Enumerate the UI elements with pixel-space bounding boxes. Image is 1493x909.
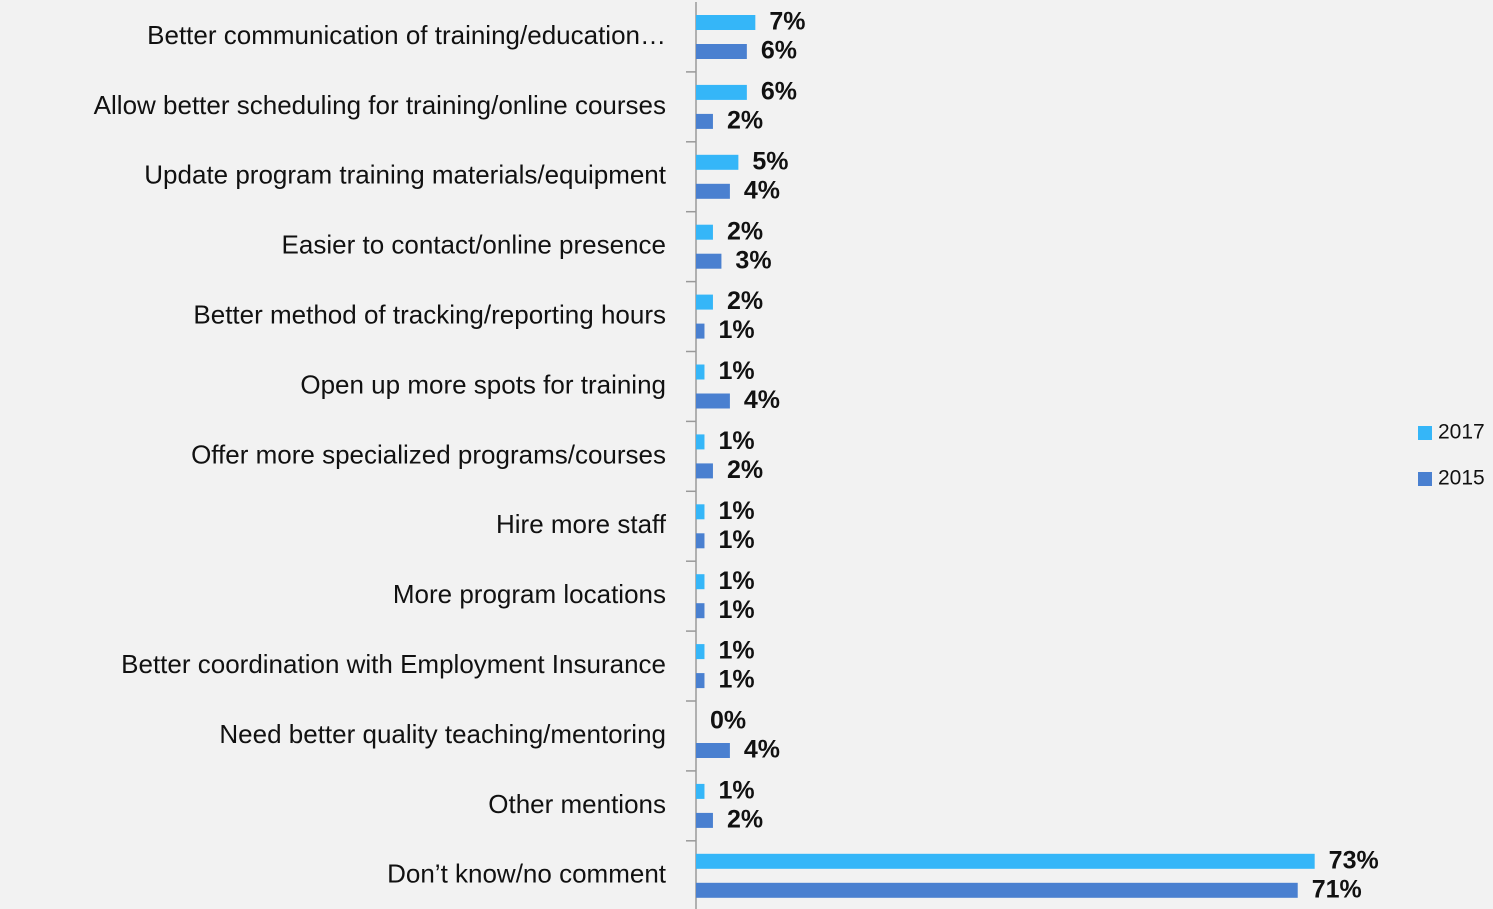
value-label: 1% — [718, 637, 754, 665]
category-label: Better method of tracking/reporting hour… — [193, 299, 666, 329]
legend-label: 2015 — [1438, 467, 1485, 490]
bar — [696, 364, 705, 380]
bar — [696, 323, 705, 339]
value-label: 1% — [718, 497, 754, 525]
value-label: 2% — [727, 287, 763, 315]
value-label: 1% — [718, 526, 754, 554]
bar — [696, 393, 730, 409]
category-label: Update program training materials/equipm… — [144, 160, 666, 190]
category-label: More program locations — [393, 579, 666, 609]
value-label: 2% — [727, 806, 763, 834]
bar — [696, 294, 713, 310]
value-label: 2% — [727, 456, 763, 484]
value-label: 4% — [744, 736, 780, 764]
value-label: 73% — [1329, 846, 1379, 874]
value-label: 0% — [710, 707, 746, 735]
value-label: 2% — [727, 217, 763, 245]
bar — [696, 673, 705, 689]
bar — [696, 113, 713, 129]
value-label: 3% — [735, 246, 771, 274]
bar — [696, 84, 747, 100]
value-label: 7% — [769, 8, 805, 36]
value-label: 6% — [761, 78, 797, 106]
value-label: 1% — [718, 777, 754, 805]
bar — [696, 44, 747, 59]
value-label: 5% — [752, 147, 788, 175]
category-label: Better communication of training/educati… — [147, 20, 666, 50]
value-label: 1% — [718, 357, 754, 385]
category-label: Better coordination with Employment Insu… — [121, 649, 666, 679]
legend-swatch — [1418, 472, 1432, 486]
bar — [696, 183, 730, 199]
value-label: 1% — [718, 427, 754, 455]
bar — [696, 603, 705, 619]
category-label: Don’t know/no comment — [387, 859, 667, 889]
value-label: 4% — [744, 176, 780, 204]
value-label: 1% — [718, 567, 754, 595]
value-label: 71% — [1312, 875, 1362, 903]
bar — [696, 154, 739, 170]
value-label: 2% — [727, 107, 763, 135]
bar — [696, 224, 713, 240]
category-label: Other mentions — [488, 789, 666, 819]
bar — [696, 812, 713, 828]
category-label: Open up more spots for training — [300, 369, 666, 399]
category-label: Hire more staff — [496, 509, 667, 539]
category-label: Need better quality teaching/mentoring — [219, 719, 666, 749]
bar — [696, 783, 705, 799]
value-label: 1% — [718, 666, 754, 694]
bar — [696, 853, 1315, 869]
category-label: Easier to contact/online presence — [282, 230, 666, 260]
category-label: Allow better scheduling for training/onl… — [94, 90, 666, 120]
bar — [696, 463, 713, 479]
bar — [696, 644, 705, 660]
value-label: 4% — [744, 386, 780, 414]
bar — [696, 533, 705, 549]
bar — [696, 504, 705, 520]
bar — [696, 882, 1298, 898]
value-label: 6% — [761, 37, 797, 65]
bar — [696, 574, 705, 590]
value-label: 1% — [718, 316, 754, 344]
bar — [696, 253, 722, 269]
legend-label: 2017 — [1438, 421, 1485, 444]
legend-swatch — [1418, 426, 1432, 440]
value-label: 1% — [718, 596, 754, 624]
bar — [696, 15, 756, 30]
category-label: Offer more specialized programs/courses — [191, 439, 666, 469]
bar — [696, 434, 705, 450]
bar — [696, 743, 730, 758]
